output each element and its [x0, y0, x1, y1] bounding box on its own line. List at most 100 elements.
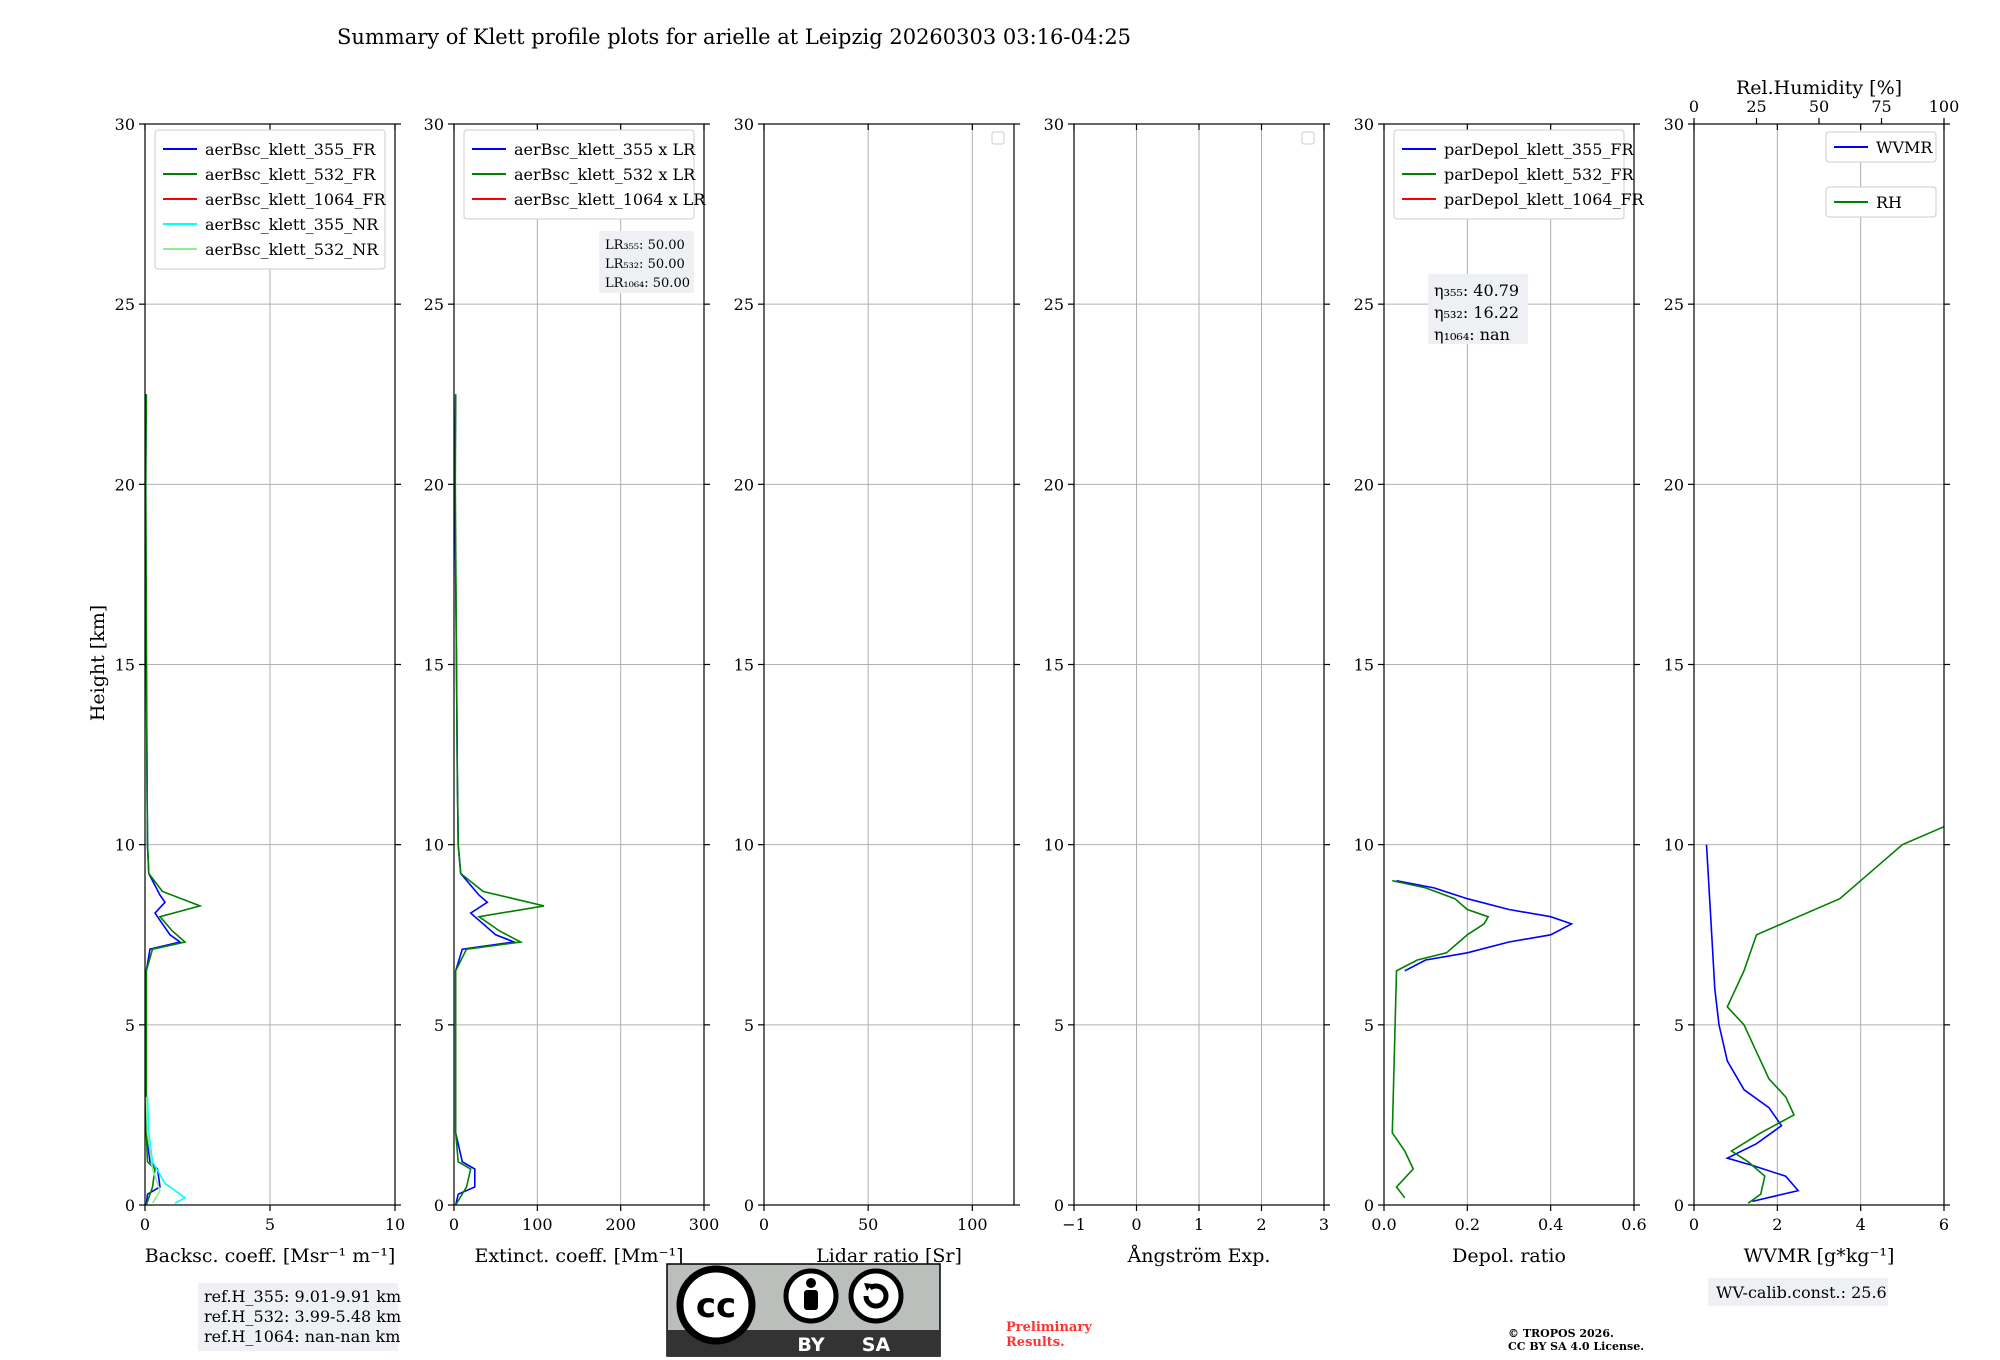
series-line-aerBsc_klett_355_FR — [144, 394, 182, 1206]
info-box-bg — [198, 1283, 398, 1351]
x-tick-label: 0.4 — [1538, 1215, 1563, 1234]
y-tick-label: 15 — [1044, 656, 1064, 675]
x-tick-label: 3 — [1319, 1215, 1329, 1234]
series-line-parDepol_klett_355_FR — [1396, 879, 1574, 972]
x-tick-label: 5 — [265, 1215, 275, 1234]
legend-box: aerBsc_klett_355 x LR aerBsc_klett_532 x … — [463, 129, 706, 220]
y-tick-label: 30 — [1664, 115, 1684, 134]
cc-license-badge: cc BY SA — [666, 1263, 941, 1357]
y-tick-label: 25 — [1044, 295, 1064, 314]
info-box-line: LR₅₃₂: 50.00 — [605, 257, 685, 272]
x-axis-label: Lidar ratio [Sr] — [816, 1245, 962, 1267]
legend-box: WVMR — [1825, 131, 1937, 163]
x-tick-label: 0 — [759, 1215, 769, 1234]
cc-by-label: BY — [797, 1334, 824, 1356]
top-x-tick-label: 75 — [1871, 97, 1891, 116]
y-tick-label: 30 — [115, 115, 135, 134]
figure-title: Summary of Klett profile plots for ariel… — [337, 25, 1131, 49]
cc-sa-label: SA — [862, 1334, 891, 1356]
series-line-aerBsc_klett_532 x LR — [454, 394, 545, 1206]
y-tick-label: 25 — [1664, 295, 1684, 314]
top-x-axis-label: Rel.Humidity [%] — [1736, 77, 1902, 99]
info-box-line: η₃₅₅: 40.79 — [1434, 281, 1519, 300]
legend-box: RH — [1825, 186, 1937, 218]
y-tick-label: 0 — [434, 1196, 444, 1215]
x-axis-label: Extinct. coeff. [Mm⁻¹] — [474, 1245, 683, 1267]
y-tick-label: 30 — [424, 115, 444, 134]
x-tick-label: 0.2 — [1455, 1215, 1480, 1234]
legend-entry: aerBsc_klett_355 x LR — [514, 140, 696, 159]
y-tick-label: 15 — [424, 656, 444, 675]
x-tick-label: 50 — [858, 1215, 878, 1234]
series-line-parDepol_klett_532_FR — [1391, 879, 1490, 1199]
x-tick-label: 100 — [522, 1215, 553, 1234]
y-tick-label: 20 — [115, 475, 135, 494]
top-x-tick-label: 25 — [1746, 97, 1766, 116]
legend-box: parDepol_klett_355_FR parDepol_klett_532_… — [1393, 129, 1645, 220]
x-axis-label: Ångström Exp. — [1127, 1245, 1271, 1267]
y-tick-label: 10 — [734, 836, 754, 855]
info-box: WV-calib.const.: 25.6 — [1708, 1278, 1888, 1306]
y-tick-label: 15 — [115, 656, 135, 675]
legend-frame — [1393, 129, 1625, 220]
series-line-RH — [1726, 825, 1945, 1204]
x-tick-label: 6 — [1939, 1215, 1949, 1234]
info-box-line: ref.H_532: 3.99-5.48 km — [204, 1307, 401, 1326]
x-tick-label: 0.6 — [1621, 1215, 1646, 1234]
legend-frame — [1825, 186, 1937, 218]
info-box-line: η₁₀₆₄: nan — [1434, 325, 1510, 344]
y-tick-label: 15 — [1354, 656, 1374, 675]
y-tick-label: 5 — [434, 1016, 444, 1035]
panel-wv: 0 2 4 6 0 5 10 15 20 25 30 WVMR [g*kg⁻¹] 0 25 50 75 100 R… — [1664, 77, 1960, 1306]
y-tick-label: 0 — [1054, 1196, 1064, 1215]
copyright-line2: CC BY SA 4.0 License. — [1508, 1340, 1644, 1353]
y-tick-label: 25 — [115, 295, 135, 314]
by-person-body — [804, 1290, 818, 1310]
x-tick-label: 0 — [140, 1215, 150, 1234]
legend-entry: aerBsc_klett_532_NR — [205, 240, 379, 259]
x-tick-label: 0.0 — [1371, 1215, 1396, 1234]
info-box-line: ref.H_355: 9.01-9.91 km — [204, 1287, 401, 1306]
top-x-tick-label: 100 — [1929, 97, 1960, 116]
y-tick-label: 10 — [1354, 836, 1374, 855]
info-box-line: LR₁₀₆₄: 50.00 — [605, 276, 690, 291]
legend-entry: parDepol_klett_532_FR — [1444, 165, 1635, 184]
x-tick-label: 2 — [1772, 1215, 1782, 1234]
preliminary-line1: Preliminary — [1006, 1320, 1092, 1335]
y-tick-label: 0 — [1364, 1196, 1374, 1215]
legend-frame — [154, 129, 386, 270]
preliminary-line2: Results. — [1006, 1335, 1065, 1350]
info-box: η₃₅₅: 40.79 η₅₃₂: 16.22 η₁₀₆₄: nan — [1428, 274, 1528, 344]
y-tick-label: 5 — [1674, 1016, 1684, 1035]
y-tick-label: 25 — [1354, 295, 1374, 314]
y-tick-label: 10 — [424, 836, 444, 855]
x-tick-label: 10 — [385, 1215, 405, 1234]
x-axis-label: Depol. ratio — [1452, 1245, 1566, 1267]
x-tick-label: 4 — [1856, 1215, 1866, 1234]
legend-entry: aerBsc_klett_355_NR — [205, 215, 379, 234]
y-tick-label: 25 — [734, 295, 754, 314]
legend-entry: aerBsc_klett_355_FR — [205, 140, 376, 159]
y-tick-label: 5 — [1364, 1016, 1374, 1035]
legend-entry: WVMR — [1876, 138, 1933, 157]
info-box: LR₃₅₅: 50.00 LR₅₃₂: 50.00 LR₁₀₆₄: 50.00 — [599, 231, 694, 293]
x-tick-label: 0 — [449, 1215, 459, 1234]
top-x-tick-label: 0 — [1689, 97, 1699, 116]
panel-bsc: 0 5 10 0 5 10 15 20 25 30 Backsc. coeff. [Msr⁻¹ m⁻… — [115, 115, 405, 1351]
y-tick-label: 0 — [744, 1196, 754, 1215]
x-axis-label: Backsc. coeff. [Msr⁻¹ m⁻¹] — [145, 1245, 396, 1267]
sa-arrow-head-icon — [864, 1283, 872, 1291]
legend-entry: RH — [1876, 193, 1902, 212]
series-line-aerBsc_klett_532_FR — [144, 394, 203, 1206]
sa-arrow-icon — [863, 1283, 889, 1309]
legend-entry: aerBsc_klett_532_FR — [205, 165, 376, 184]
info-box-line: WV-calib.const.: 25.6 — [1716, 1283, 1887, 1302]
empty-legend-box — [991, 131, 1005, 145]
cc-circle-label: cc — [696, 1286, 736, 1326]
legend-entry: parDepol_klett_355_FR — [1444, 140, 1635, 159]
x-tick-label: 100 — [957, 1215, 988, 1234]
y-tick-label: 15 — [734, 656, 754, 675]
info-box-bg — [599, 231, 694, 293]
